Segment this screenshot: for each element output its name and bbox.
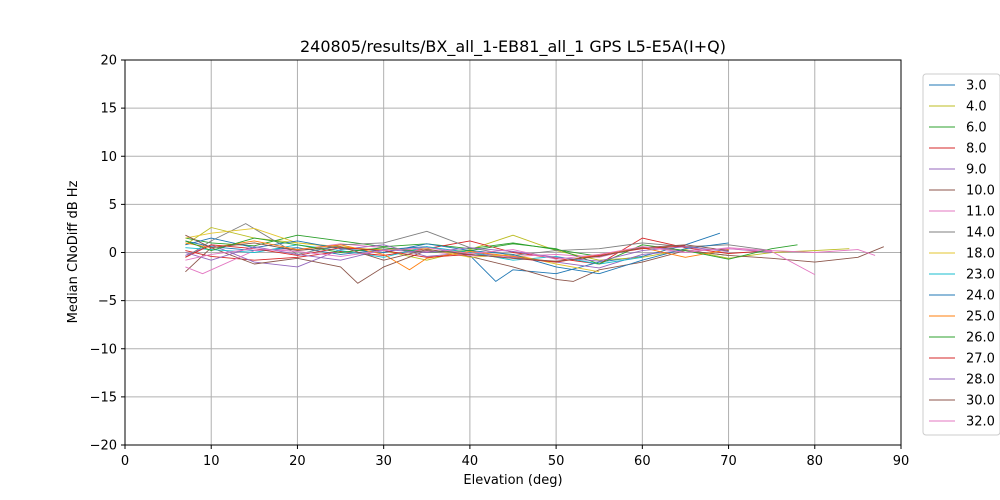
legend-label: 6.0 <box>966 121 987 136</box>
legend-label: 8.0 <box>966 142 987 157</box>
y-tick-label: 20 <box>100 54 117 69</box>
series-line-8-0 <box>185 237 772 265</box>
series-line-24-0 <box>185 237 729 275</box>
series-line-25-0 <box>185 240 729 271</box>
y-tick-label: −20 <box>90 439 117 454</box>
x-tick-label: 80 <box>807 454 824 469</box>
legend-label: 18.0 <box>966 247 995 262</box>
y-tick-label: −15 <box>90 390 117 405</box>
x-tick-label: 90 <box>893 454 910 469</box>
y-tick-label: −10 <box>90 342 117 357</box>
x-tick-label: 70 <box>720 454 737 469</box>
series-line-26-0 <box>185 237 798 265</box>
legend-label: 25.0 <box>966 310 995 325</box>
legend-label: 28.0 <box>966 373 995 388</box>
legend-label: 23.0 <box>966 268 995 283</box>
legend-label: 24.0 <box>966 289 995 304</box>
y-tick-label: −5 <box>98 294 117 309</box>
series-line-28-0 <box>185 246 729 262</box>
x-axis-ticks: 0 10 20 30 40 50 60 70 80 90 <box>121 445 909 469</box>
y-tick-label: 0 <box>109 246 117 261</box>
chart-title: 240805/results/BX_all_1-EB81_all_1 GPS L… <box>300 37 726 57</box>
y-axis-label: Median CNoDiff dB Hz <box>66 180 81 323</box>
legend-label: 4.0 <box>966 100 987 115</box>
series-line-32-0 <box>185 246 876 261</box>
x-tick-label: 60 <box>634 454 651 469</box>
legend-label: 32.0 <box>966 415 995 430</box>
y-tick-label: 5 <box>109 198 117 213</box>
legend-box <box>922 73 1000 436</box>
y-axis-ticks: 20 15 10 5 0 −5 −10 −15 −20 <box>90 54 125 454</box>
y-tick-label: 15 <box>100 102 117 117</box>
legend-label: 30.0 <box>966 394 995 409</box>
legend-label: 14.0 <box>966 226 995 241</box>
x-tick-label: 40 <box>462 454 479 469</box>
x-tick-label: 10 <box>203 454 220 469</box>
x-tick-label: 0 <box>121 454 129 469</box>
x-axis-label: Elevation (deg) <box>463 473 562 488</box>
series-line-10-0 <box>185 246 884 284</box>
legend-label: 3.0 <box>966 79 987 94</box>
x-tick-label: 30 <box>375 454 392 469</box>
x-tick-label: 50 <box>548 454 565 469</box>
x-tick-label: 20 <box>289 454 306 469</box>
y-tick-label: 10 <box>100 150 117 165</box>
plot-series-group <box>185 223 884 284</box>
legend-label: 11.0 <box>966 205 995 220</box>
legend: 3.0 4.0 6.0 8.0 9.0 10.0 11.0 14.0 18.0 23.0 24.0 2… <box>922 73 1000 436</box>
legend-label: 10.0 <box>966 184 995 199</box>
series-line-30-0 <box>185 234 729 262</box>
legend-label: 9.0 <box>966 163 987 178</box>
legend-label: 27.0 <box>966 352 995 367</box>
legend-label: 26.0 <box>966 331 995 346</box>
